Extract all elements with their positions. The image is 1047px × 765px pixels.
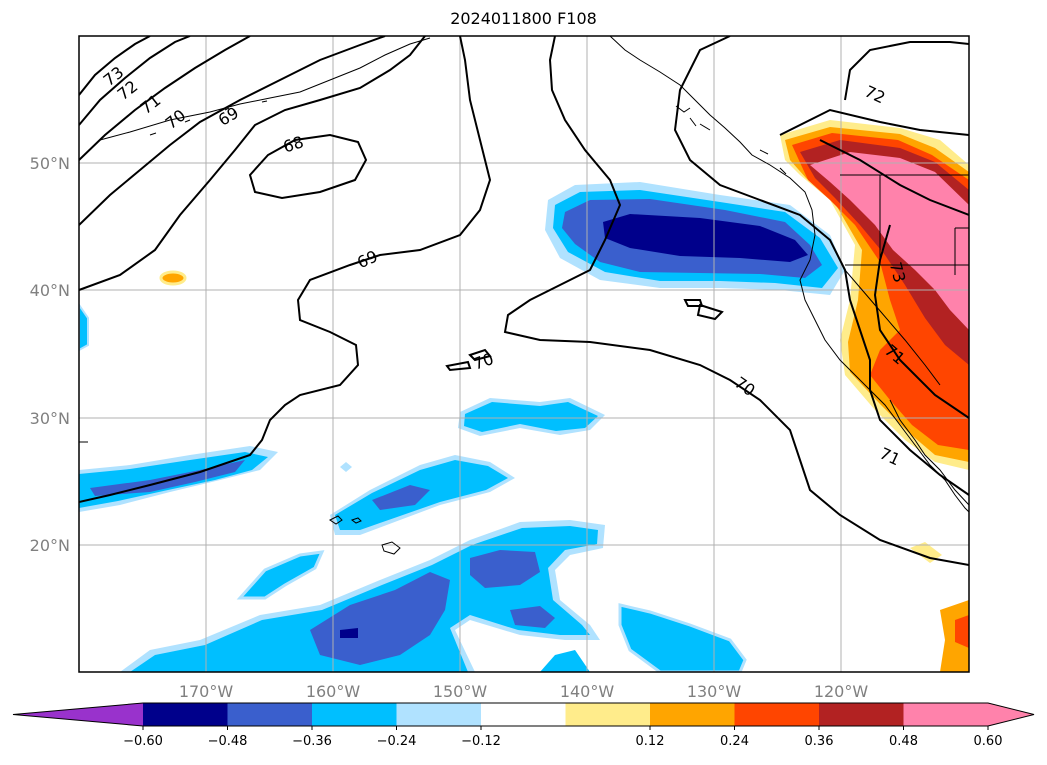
colorbar-tick-label: −0.48	[208, 734, 248, 749]
lon-label-160w: 160°W	[306, 682, 361, 701]
colorbar-tick-label: 0.24	[720, 734, 749, 749]
colorbar-tick-label: −0.12	[461, 734, 501, 749]
colorbar-tick-label: −0.60	[123, 734, 163, 749]
lat-label-20n: 20°N	[30, 536, 70, 555]
negative-band-hawaii	[330, 455, 515, 535]
colorbar-segment	[734, 703, 820, 726]
colorbar-segment	[227, 703, 313, 726]
lat-label-30n: 30°N	[30, 409, 70, 428]
colorbar-tick-label: −0.24	[377, 734, 417, 749]
colorbar-tick-label: 0.12	[636, 734, 665, 749]
colorbar	[12, 702, 1035, 727]
colorbar-segment	[312, 703, 397, 726]
coastlines	[79, 36, 969, 555]
latitude-labels: 50°N 40°N 30°N 20°N	[30, 154, 70, 555]
colorbar-segment	[396, 703, 482, 726]
negative-blob-small	[236, 550, 325, 600]
colorbar-segment	[143, 703, 228, 726]
colorbar-segment	[650, 703, 735, 726]
height-contours	[79, 36, 969, 566]
map-title: 2024011800 F108	[450, 9, 597, 28]
colorbar-extend-max	[988, 703, 1034, 726]
colorbar-segment	[903, 703, 989, 726]
colorbar-tick-label: 0.36	[805, 734, 834, 749]
lon-label-140w: 140°W	[560, 682, 615, 701]
map-frame	[78, 35, 970, 673]
lon-label-170w: 170°W	[179, 682, 234, 701]
lon-label-130w: 130°W	[687, 682, 742, 701]
lon-label-150w: 150°W	[433, 682, 488, 701]
positive-blob-west	[159, 270, 187, 286]
svg-text:73: 73	[886, 260, 910, 285]
colorbar-tick-label: 0.48	[889, 734, 918, 749]
lon-label-120w: 120°W	[814, 682, 869, 701]
negative-anomaly-offshore	[545, 182, 845, 295]
longitude-labels: 170°W 160°W 150°W 140°W 130°W 120°W	[179, 682, 869, 701]
graticule	[79, 36, 969, 672]
lat-label-40n: 40°N	[30, 281, 70, 300]
map-content: 73 72 71 70 69 68 69 70 70 71 72 73 71	[79, 36, 969, 672]
colorbar-ticks: −0.60 −0.48 −0.36 −0.24 −0.12 0.12 0.24 0.36 0.4…	[123, 726, 1002, 749]
lat-label-50n: 50°N	[30, 154, 70, 173]
colorbar-tick-label: 0.60	[974, 734, 1003, 749]
colorbar-tick-label: −0.36	[292, 734, 332, 749]
negative-band-30n	[458, 398, 605, 436]
colorbar-segment	[481, 703, 566, 726]
colorbar-segment	[819, 703, 904, 726]
colorbar-segment	[565, 703, 651, 726]
colorbar-extend-min	[13, 703, 143, 726]
